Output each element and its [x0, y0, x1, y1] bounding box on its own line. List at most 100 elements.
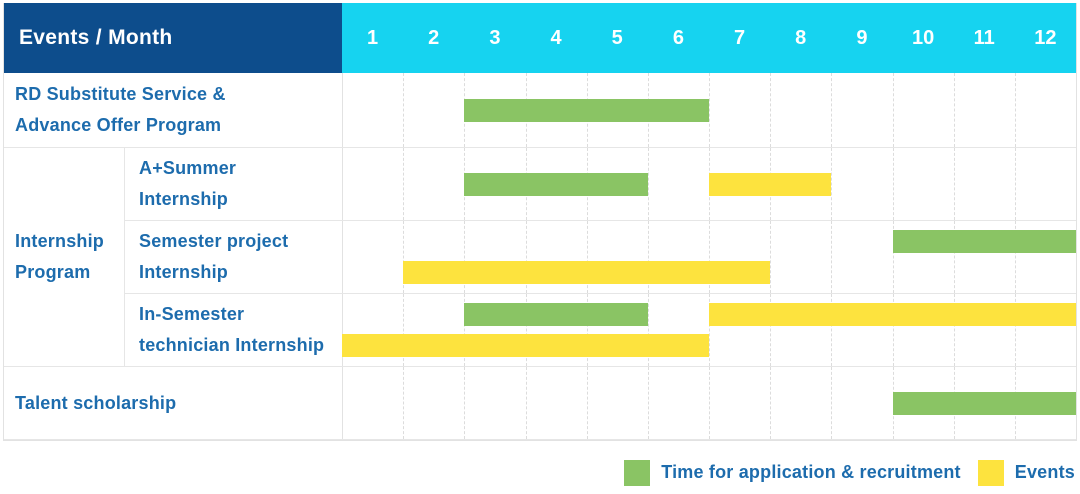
bar-lane — [342, 303, 1076, 326]
month-column — [647, 148, 709, 220]
month-column — [770, 73, 831, 147]
month-column — [1014, 148, 1076, 220]
gantt-bar-recruitment — [464, 303, 648, 326]
month-column — [892, 148, 954, 220]
row-label: In-Semester technician Internship — [124, 294, 342, 367]
month-column — [709, 73, 770, 147]
month-column — [342, 148, 403, 220]
month-column — [342, 221, 403, 293]
gantt-bar-event — [709, 172, 832, 196]
bar-lanes — [342, 294, 1076, 366]
month-column — [709, 367, 770, 439]
bar-lane — [342, 334, 1076, 357]
month-column — [831, 221, 892, 293]
gantt-bar-recruitment — [892, 230, 1076, 253]
month-column — [403, 294, 464, 366]
legend-swatch-recruitment — [624, 459, 651, 486]
month-column — [892, 221, 954, 293]
month-column — [342, 294, 403, 366]
legend-item-recruitment: Time for application & recruitment — [624, 459, 961, 486]
month-column — [831, 148, 892, 220]
legend-label: Time for application & recruitment — [661, 462, 961, 482]
month-header-9: 9 — [856, 26, 868, 49]
legend: Time for application & recruitment Events — [624, 459, 1075, 486]
bar-lanes — [342, 148, 1076, 220]
bar-lane — [342, 261, 1076, 284]
bar-lanes — [342, 221, 1076, 293]
month-column — [831, 73, 892, 147]
month-column — [586, 367, 648, 439]
month-gridlines — [342, 294, 1076, 366]
month-column — [770, 221, 831, 293]
gantt-bar-recruitment — [464, 172, 648, 196]
gantt-bar-recruitment — [892, 391, 1076, 415]
gantt-bar-recruitment — [464, 98, 709, 122]
month-column — [1014, 221, 1076, 293]
month-header-1: 1 — [367, 26, 379, 49]
bar-lane — [342, 391, 1076, 415]
row-label: Talent scholarship — [4, 367, 342, 440]
month-header-3: 3 — [489, 26, 501, 49]
month-header-row: 1 2 3 4 5 6 7 8 9 10 11 12 — [342, 3, 1076, 73]
month-header-7: 7 — [734, 26, 746, 49]
events-month-header: Events / Month — [4, 3, 342, 73]
schedule-table: Events / Month 1 2 3 4 5 6 7 8 9 10 11 12 RD Substi… — [3, 3, 1077, 441]
bar-lane — [342, 230, 1076, 253]
month-column — [464, 221, 525, 293]
month-column — [342, 367, 403, 439]
month-column — [525, 294, 587, 366]
timeline-row — [342, 367, 1076, 440]
month-header-2: 2 — [428, 26, 440, 49]
month-column — [831, 294, 892, 366]
month-column — [1014, 73, 1076, 147]
month-column — [1014, 294, 1076, 366]
month-column — [892, 294, 954, 366]
month-column — [953, 221, 1015, 293]
month-column — [953, 73, 1015, 147]
month-column — [586, 221, 648, 293]
gantt-bar-event — [342, 334, 709, 357]
month-column — [342, 73, 403, 147]
month-gridlines — [342, 221, 1076, 293]
month-column — [770, 367, 831, 439]
month-column — [953, 294, 1015, 366]
month-column — [709, 221, 770, 293]
bar-lanes — [342, 73, 1076, 147]
legend-swatch-event — [977, 459, 1004, 486]
month-header-10: 10 — [911, 26, 935, 49]
month-column — [586, 294, 648, 366]
month-column — [709, 294, 770, 366]
timeline-row — [342, 148, 1076, 221]
month-column — [403, 148, 464, 220]
month-header-8: 8 — [795, 26, 807, 49]
month-column — [525, 221, 587, 293]
bar-lane — [342, 98, 1076, 122]
bar-lanes — [342, 367, 1076, 439]
timeline-row — [342, 73, 1076, 148]
month-column — [831, 367, 892, 439]
row-label: RD Substitute Service & Advance Offer Pr… — [4, 73, 342, 148]
month-header-11: 11 — [973, 26, 995, 49]
month-column — [892, 73, 954, 147]
gantt-bar-event — [403, 261, 771, 284]
row-label: A+Summer Internship — [124, 148, 342, 221]
month-column — [647, 221, 709, 293]
month-column — [464, 294, 525, 366]
month-column — [403, 73, 464, 147]
gantt-bar-event — [709, 303, 1076, 326]
month-column — [525, 367, 587, 439]
legend-label: Events — [1014, 462, 1075, 482]
month-column — [403, 221, 464, 293]
timeline-row — [342, 294, 1076, 367]
month-column — [953, 148, 1015, 220]
month-column — [647, 367, 709, 439]
legend-item-event: Events — [977, 459, 1075, 486]
month-header-12: 12 — [1034, 26, 1057, 49]
month-column — [464, 367, 525, 439]
month-column — [403, 367, 464, 439]
month-column — [647, 294, 709, 366]
timeline-row — [342, 221, 1076, 294]
month-header-4: 4 — [550, 26, 562, 49]
row-label: Semester project Internship — [124, 221, 342, 294]
